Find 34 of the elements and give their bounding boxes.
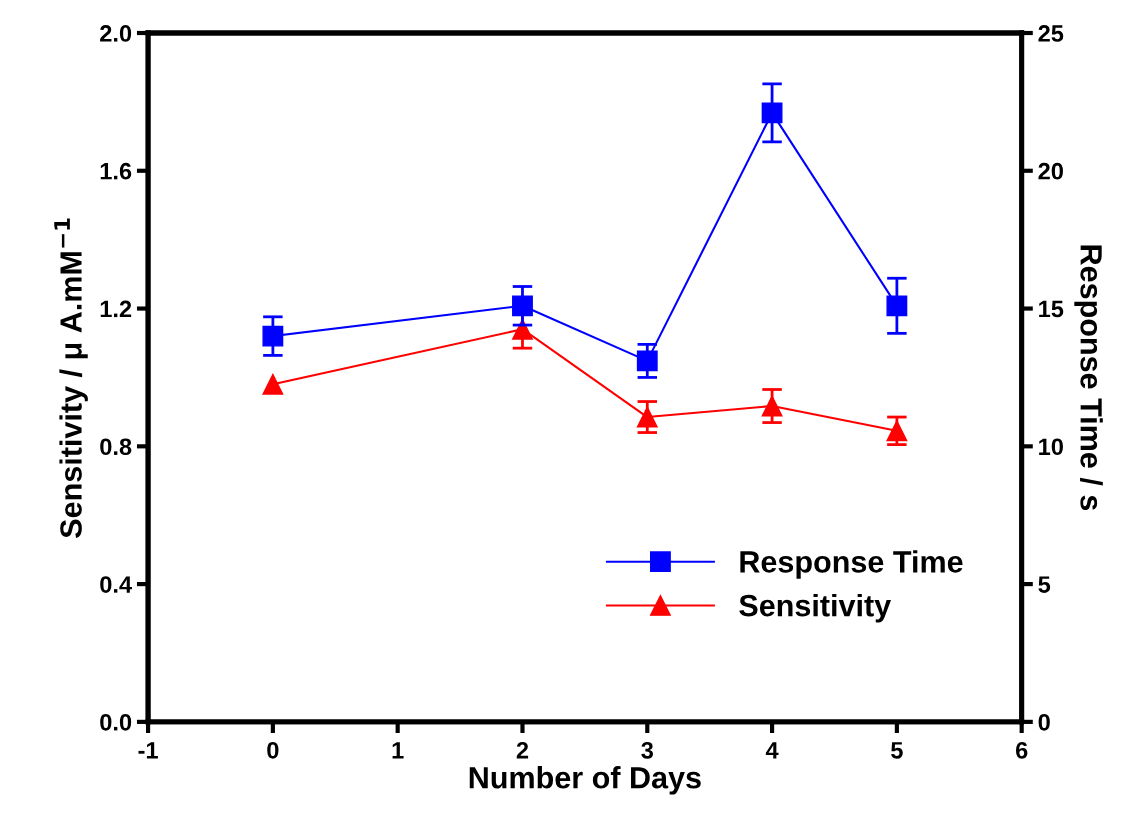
x-tick-label: 2 — [516, 741, 529, 759]
point — [262, 373, 284, 395]
y-tick-label: 0.8 — [100, 438, 132, 456]
x-tick-label: 6 — [1015, 741, 1028, 759]
y-tick-label: 2.0 — [100, 25, 132, 42]
y2-tick-label: 10 — [1039, 438, 1063, 456]
x-tick-label: 5 — [891, 742, 903, 759]
legend-label: Sensitivity — [739, 594, 892, 623]
point — [636, 350, 658, 372]
point — [761, 395, 783, 417]
point — [886, 295, 908, 317]
x-tick-label: 4 — [765, 742, 779, 759]
point — [886, 420, 908, 442]
y2-tick-label: 15 — [1039, 300, 1064, 318]
legend-label: Response Time — [740, 550, 963, 579]
y2-tick-label: 5 — [1038, 576, 1051, 593]
point — [636, 406, 658, 428]
x-tick-label: -1 — [138, 742, 158, 759]
y-tick-label: 1.6 — [100, 162, 132, 180]
x-axis-title: Number of Days — [469, 766, 701, 795]
y-tick-label: 0.0 — [100, 713, 132, 731]
x-tick-label: 3 — [641, 741, 653, 759]
y2-tick-label: 0 — [1038, 713, 1050, 731]
x-tick-label: 1 — [392, 742, 404, 759]
y-tick-label: 0.4 — [100, 576, 132, 593]
x-tick-label: 0 — [267, 741, 279, 759]
point — [761, 102, 783, 124]
point — [512, 295, 533, 317]
y2-tick-label: 20 — [1038, 162, 1063, 180]
y2-axis-title: Response Time / s — [1074, 245, 1103, 511]
point — [262, 325, 284, 347]
y-axis-title: Sensitivity / μ A.mM$^{−1}$ — [54, 218, 88, 538]
y2-tick-label: 25 — [1038, 25, 1064, 42]
y-tick-label: 1.2 — [100, 300, 132, 318]
